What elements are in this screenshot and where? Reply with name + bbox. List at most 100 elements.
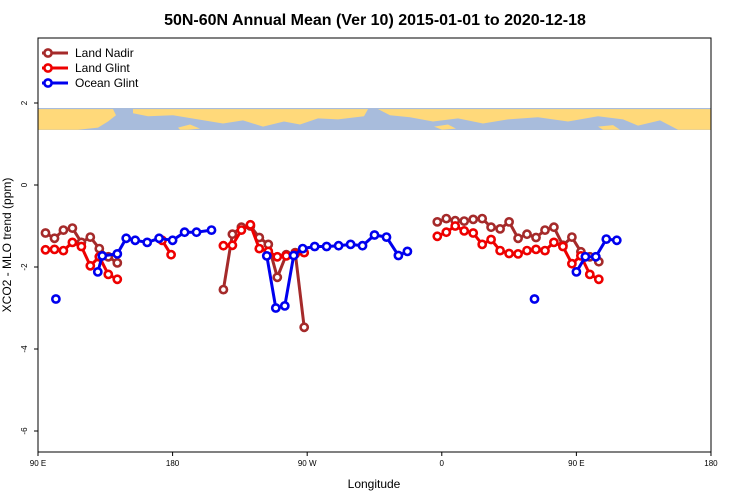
x-tick-label: 90 E bbox=[568, 459, 584, 468]
data-point bbox=[299, 322, 310, 333]
data-point bbox=[593, 274, 604, 285]
x-tick-label: 90 W bbox=[298, 459, 317, 468]
data-point bbox=[522, 245, 532, 256]
data-point bbox=[218, 284, 229, 295]
data-point bbox=[309, 241, 320, 252]
map-land-shape bbox=[598, 125, 620, 130]
data-point bbox=[549, 237, 559, 248]
data-point bbox=[297, 243, 308, 254]
data-point bbox=[504, 216, 514, 227]
data-point bbox=[459, 225, 470, 236]
plot-frame bbox=[37, 37, 712, 453]
y-tick-label: -2 bbox=[20, 263, 29, 271]
data-point bbox=[58, 245, 69, 256]
data-point bbox=[261, 250, 272, 261]
data-point bbox=[513, 233, 523, 244]
data-point bbox=[567, 258, 577, 269]
x-tick-label: 180 bbox=[166, 459, 180, 468]
data-point bbox=[450, 221, 461, 231]
data-point bbox=[504, 248, 514, 259]
data-point bbox=[92, 266, 103, 277]
data-point bbox=[333, 240, 344, 251]
data-point bbox=[357, 240, 368, 251]
x-tick-label: 0 bbox=[440, 459, 445, 468]
data-point bbox=[112, 274, 123, 285]
legend-label: Ocean Glint bbox=[75, 76, 139, 90]
data-point bbox=[49, 233, 60, 244]
x-tick-label: 90 E bbox=[30, 459, 46, 468]
y-axis-label: XCO2 - MLO trend (ppm) bbox=[0, 178, 14, 313]
data-point bbox=[402, 246, 413, 257]
data-point bbox=[531, 244, 541, 255]
legend-swatch-marker bbox=[43, 63, 53, 73]
data-point bbox=[112, 248, 123, 259]
data-point bbox=[549, 222, 559, 233]
data-point bbox=[381, 232, 392, 242]
legend-swatch-marker bbox=[43, 48, 53, 58]
data-point bbox=[191, 227, 202, 238]
data-point bbox=[432, 231, 443, 242]
data-point bbox=[321, 241, 332, 252]
data-point bbox=[206, 225, 217, 235]
data-point bbox=[179, 227, 190, 238]
data-point bbox=[495, 223, 505, 234]
y-axis: 2 0 -2 -4 -6 bbox=[20, 100, 38, 435]
data-point bbox=[279, 300, 290, 311]
data-point bbox=[558, 241, 568, 252]
y-tick-label: 0 bbox=[20, 182, 29, 187]
data-point bbox=[67, 237, 78, 248]
x-axis-label: Longitude bbox=[348, 477, 401, 491]
data-point bbox=[272, 251, 283, 262]
data-point bbox=[495, 245, 505, 256]
data-point bbox=[486, 234, 496, 245]
data-point bbox=[441, 213, 452, 224]
legend-label: Land Nadir bbox=[75, 46, 134, 60]
data-point bbox=[254, 243, 265, 254]
data-point bbox=[369, 230, 380, 240]
data-point bbox=[459, 216, 470, 226]
data-point bbox=[112, 257, 123, 268]
y-tick-label: -6 bbox=[20, 427, 29, 435]
data-point bbox=[393, 250, 404, 261]
series-land-glint bbox=[40, 219, 604, 285]
chart-title: 50N-60N Annual Mean (Ver 10) 2015-01-01 … bbox=[164, 12, 586, 29]
data-point bbox=[97, 250, 108, 261]
data-point bbox=[51, 294, 61, 304]
data-point bbox=[227, 240, 238, 251]
data-point bbox=[486, 222, 496, 233]
data-point bbox=[227, 229, 238, 240]
data-point bbox=[567, 232, 577, 242]
data-point bbox=[236, 225, 247, 235]
data-point bbox=[477, 213, 488, 224]
x-tick-label: 180 bbox=[704, 459, 718, 468]
map-land bbox=[38, 109, 711, 130]
map-land-shape bbox=[38, 109, 116, 130]
data-point bbox=[218, 240, 229, 251]
data-point bbox=[477, 239, 488, 250]
data-point bbox=[49, 244, 60, 255]
data-point bbox=[142, 237, 153, 248]
series-layer bbox=[40, 213, 622, 333]
data-point bbox=[85, 260, 96, 271]
map-land-shape bbox=[133, 109, 368, 127]
legend-item: Ocean Glint bbox=[42, 76, 139, 90]
data-point bbox=[529, 294, 540, 304]
map-land-shape bbox=[434, 124, 456, 130]
map-land-shape bbox=[178, 124, 200, 130]
data-point bbox=[468, 214, 479, 225]
data-point bbox=[103, 269, 114, 280]
data-point bbox=[67, 223, 78, 233]
data-point bbox=[58, 225, 69, 235]
data-point bbox=[270, 303, 281, 313]
data-point bbox=[580, 251, 591, 262]
x-axis: 90 E 180 90 W 0 90 E 180 bbox=[30, 452, 718, 468]
map-land-shape bbox=[378, 109, 711, 130]
data-point bbox=[76, 241, 87, 252]
world-map-strip bbox=[38, 108, 711, 130]
data-point bbox=[611, 235, 622, 246]
legend-swatch-marker bbox=[43, 78, 53, 88]
data-point bbox=[540, 225, 550, 235]
data-point bbox=[468, 228, 479, 238]
data-point bbox=[40, 228, 51, 238]
